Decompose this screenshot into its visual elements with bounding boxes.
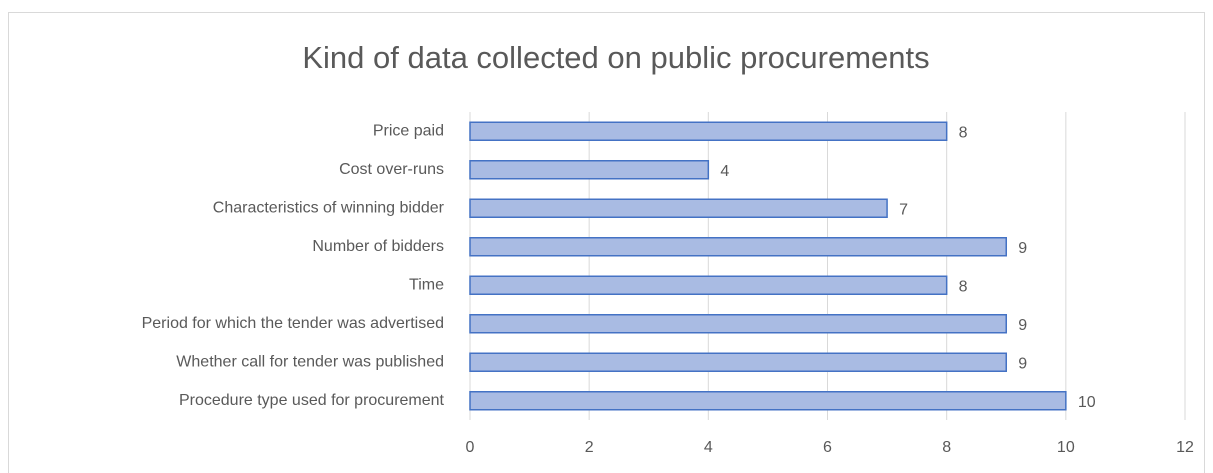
x-tick-label: 6: [823, 439, 832, 456]
y-tick-label: Whether call for tender was published: [176, 353, 444, 370]
value-label: 8: [959, 124, 968, 141]
y-tick-label: Number of bidders: [312, 238, 444, 255]
bar: [469, 198, 888, 218]
value-label: 9: [1018, 317, 1027, 334]
bar: [469, 275, 948, 295]
x-tick-label: 4: [704, 439, 713, 456]
bar: [469, 391, 1067, 411]
y-tick-label: Time: [409, 276, 444, 293]
y-tick-label: Characteristics of winning bidder: [213, 199, 445, 216]
value-label: 9: [1018, 355, 1027, 372]
x-tick-label: 2: [585, 439, 594, 456]
value-label: 10: [1078, 394, 1096, 411]
value-label: 7: [899, 201, 908, 218]
y-tick-label: Period for which the tender was advertis…: [142, 315, 444, 332]
chart-frame: [8, 12, 1205, 473]
chart-title: Kind of data collected on public procure…: [302, 40, 929, 75]
x-tick-label: 12: [1176, 439, 1194, 456]
bar: [469, 121, 948, 141]
x-tick-label: 8: [942, 439, 951, 456]
x-tick-label: 0: [466, 439, 475, 456]
bar: [469, 160, 710, 180]
value-label: 8: [959, 278, 968, 295]
value-label: 9: [1018, 240, 1027, 257]
x-tick-label: 10: [1057, 439, 1075, 456]
value-label: 4: [720, 163, 729, 180]
y-tick-label: Price paid: [373, 122, 444, 139]
bar: [469, 237, 1007, 257]
bar: [469, 314, 1007, 334]
y-tick-label: Procedure type used for procurement: [179, 392, 445, 409]
bar: [469, 352, 1007, 372]
y-tick-label: Cost over-runs: [339, 161, 444, 178]
